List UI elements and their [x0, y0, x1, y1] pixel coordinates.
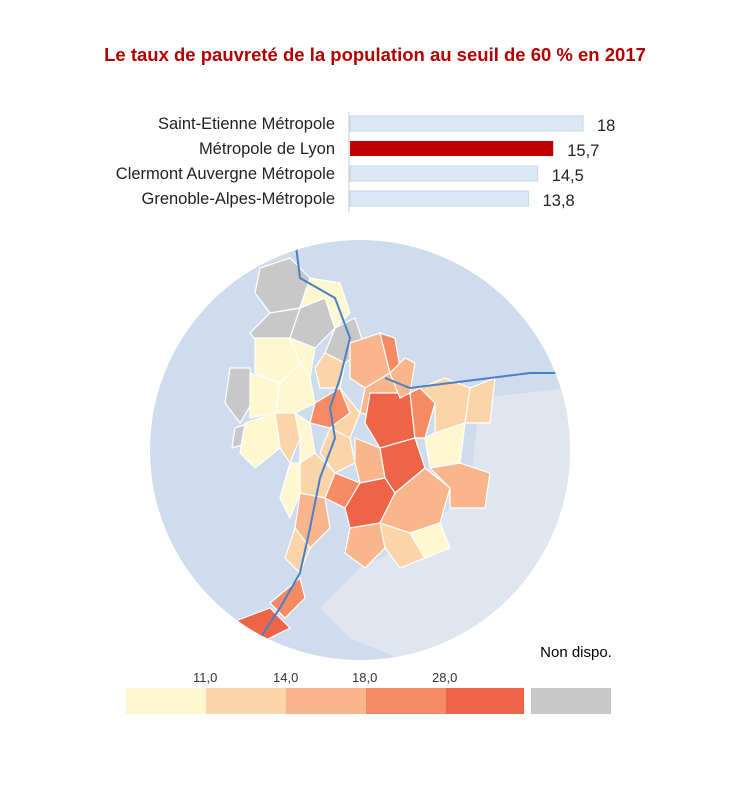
legend-tick-3: 18,0 [352, 670, 378, 685]
legend-nodata-label: Non dispo. [540, 644, 612, 661]
bar [349, 115, 584, 132]
commune [274, 412, 301, 465]
bar-value-label: 18 [597, 117, 615, 135]
bar-category-label: Métropole de Lyon [199, 140, 335, 158]
bar-category-label: Clermont Auvergne Métropole [116, 165, 335, 183]
commune [464, 377, 496, 424]
bar-value-label: 14,5 [552, 167, 584, 185]
commune [239, 412, 281, 469]
map-nodata-areas [224, 257, 366, 449]
legend-tick-1: 11,0 [193, 670, 218, 685]
choropleth-map [150, 240, 570, 660]
legend-bin-2 [206, 688, 286, 714]
bar-value-label: 13,8 [543, 192, 575, 210]
legend-nodata-swatch [531, 688, 611, 714]
legend-bin-1 [126, 688, 206, 714]
chart-title: Le taux de pauvreté de la population au … [104, 44, 646, 65]
legend-bin-5 [446, 688, 524, 714]
bar-category-label: Grenoble-Alpes-Métropole [141, 190, 335, 208]
map-rivers [259, 240, 570, 639]
commune [344, 522, 386, 569]
bar [349, 165, 539, 182]
bar [349, 190, 530, 207]
legend-bin-3 [286, 688, 366, 714]
map-land-southeast [320, 388, 570, 660]
commune [428, 462, 491, 509]
legend-tick-4: 28,0 [432, 670, 458, 685]
commune [299, 277, 351, 330]
commune [409, 522, 451, 559]
legend-tick-2: 14,0 [273, 670, 299, 685]
commune [319, 427, 356, 474]
bar [350, 141, 554, 156]
commune [314, 352, 346, 389]
bar-chart: Saint-Etienne Métropole 18 Métropole de Ly… [116, 112, 615, 212]
legend-bin-4 [366, 688, 446, 714]
commune [269, 576, 306, 619]
bar-category-label: Saint-Etienne Métropole [158, 115, 335, 133]
commune [409, 387, 436, 439]
map-communes [229, 277, 496, 644]
bar-value-label: 15,7 [567, 142, 599, 160]
commune [279, 462, 301, 520]
